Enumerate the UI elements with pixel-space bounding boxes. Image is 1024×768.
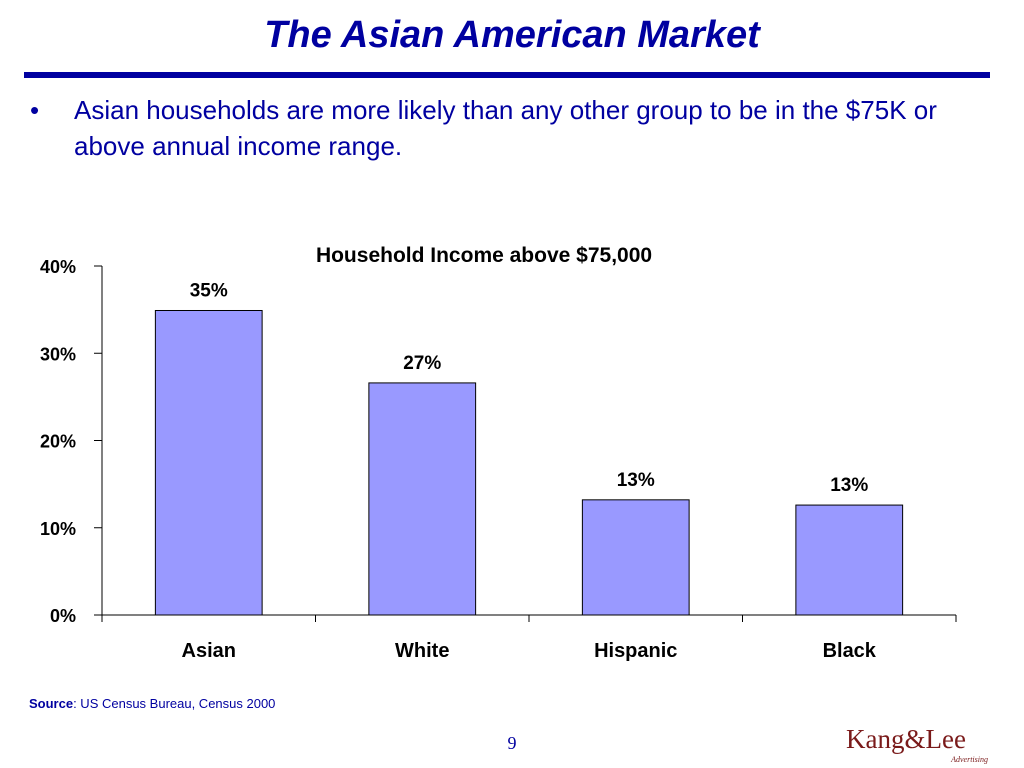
logo-sub-text: Advertising xyxy=(951,755,988,764)
bar-white xyxy=(368,382,477,616)
chart-title: Household Income above $75,000 xyxy=(316,244,652,267)
x-category-label: Asian xyxy=(182,640,236,662)
y-tick-label: 0% xyxy=(50,606,76,626)
x-category-label: Black xyxy=(823,640,877,662)
y-tick-label: 20% xyxy=(40,432,76,452)
data-label: 35% xyxy=(190,280,228,301)
bullet-point: • Asian households are more likely than … xyxy=(30,92,1000,164)
y-tick-label: 10% xyxy=(40,519,76,539)
bullet-dot: • xyxy=(30,95,40,125)
title-rule xyxy=(24,72,990,78)
page-number: 9 xyxy=(507,733,517,753)
logo-main-text: Kang&Lee xyxy=(846,724,966,754)
bullet-text: Asian households are more likely than an… xyxy=(74,95,937,161)
x-category-label: White xyxy=(395,640,449,662)
data-label: 13% xyxy=(617,470,655,491)
kang-lee-logo: Kang&Lee Advertising xyxy=(846,724,994,764)
y-tick-label: 40% xyxy=(40,257,76,277)
data-label: 13% xyxy=(830,475,868,496)
bar-black xyxy=(795,504,904,616)
bar-hispanic xyxy=(581,499,690,616)
source-note: Source: US Census Bureau, Census 2000 xyxy=(29,696,275,711)
source-label: Source xyxy=(29,696,74,711)
x-category-label: Hispanic xyxy=(594,640,677,662)
slide-title: The Asian American Market xyxy=(264,14,760,56)
bar-asian xyxy=(154,309,263,616)
y-tick-label: 30% xyxy=(40,344,76,364)
data-label: 27% xyxy=(403,353,441,374)
source-text: : US Census Bureau, Census 2000 xyxy=(73,696,276,711)
